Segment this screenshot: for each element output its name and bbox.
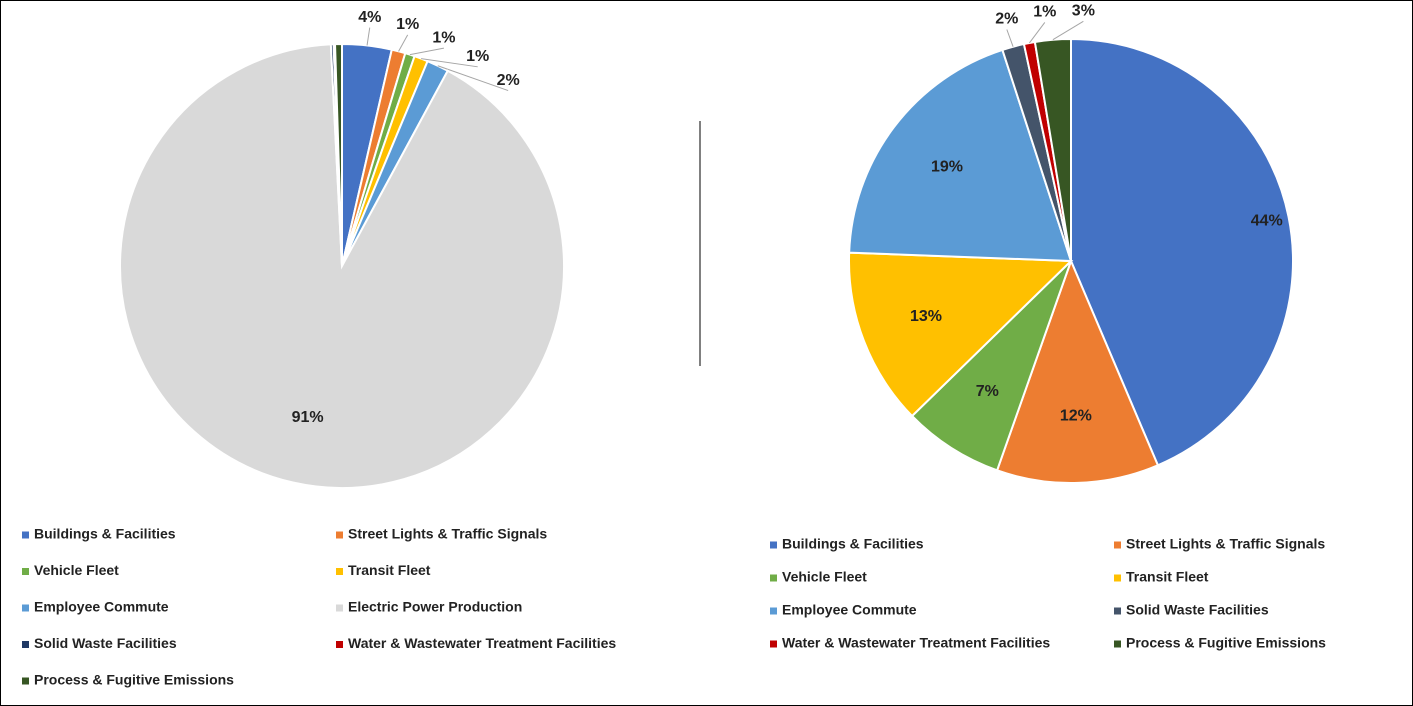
leader-line (421, 58, 478, 68)
legend-swatch (22, 568, 29, 575)
leader-line (437, 65, 509, 92)
data-label: 13% (910, 308, 942, 325)
data-label: 12% (1060, 408, 1092, 425)
pie-slice (119, 43, 565, 489)
data-label: 7% (976, 383, 999, 400)
data-label: 2% (995, 11, 1018, 28)
legend-swatch (22, 641, 29, 648)
leader-line (398, 34, 409, 52)
pie-slice (848, 48, 1073, 263)
data-label: 1% (466, 48, 489, 65)
data-label: 1% (396, 16, 419, 33)
legend-label: Solid Waste Facilities (1126, 602, 1269, 618)
legend-swatch (770, 541, 777, 549)
leader-line (409, 47, 445, 56)
legend-label: Transit Fleet (1126, 569, 1209, 585)
data-label: 44% (1251, 212, 1283, 229)
legend-label: Electric Power Production (348, 599, 522, 615)
legend-label: Water & Wastewater Treatment Facilities (782, 635, 1050, 651)
pie-slice (1033, 37, 1072, 262)
legend-label: Process & Fugitive Emissions (34, 672, 234, 688)
legend-swatch (1114, 541, 1121, 549)
legend-label: Vehicle Fleet (34, 562, 119, 578)
legend-swatch (22, 531, 29, 539)
leader-line (366, 27, 371, 46)
legend-swatch (336, 568, 343, 575)
leader-line (1052, 20, 1084, 41)
leader-line (1029, 22, 1046, 44)
data-label: 2% (497, 72, 520, 89)
legend-swatch (336, 531, 343, 539)
pie-slice (333, 42, 343, 267)
legend-swatch (770, 640, 777, 648)
legend-swatch (336, 604, 343, 612)
legend-label: Street Lights & Traffic Signals (348, 526, 547, 542)
legend-label: Water & Wastewater Treatment Facilities (348, 635, 616, 651)
legend-swatch (1114, 607, 1121, 615)
legend-label: Buildings & Facilities (782, 536, 924, 552)
legend-swatch (770, 574, 777, 582)
data-label: 19% (931, 159, 963, 176)
data-label: 3% (1072, 3, 1095, 20)
legend-swatch (336, 641, 343, 648)
pie-slice (995, 258, 1160, 484)
legend-label: Transit Fleet (348, 562, 431, 578)
data-label: 4% (358, 9, 381, 26)
legend-swatch (770, 607, 777, 615)
legend-label: Employee Commute (782, 602, 917, 618)
data-label: 1% (432, 29, 455, 46)
legend-label: Buildings & Facilities (34, 526, 176, 542)
legend-swatch (1114, 574, 1121, 582)
legend-label: Employee Commute (34, 599, 169, 615)
leader-line (1006, 29, 1014, 47)
legend-swatch (1114, 640, 1121, 648)
legend-label: Process & Fugitive Emissions (1126, 635, 1326, 651)
legend-label: Solid Waste Facilities (34, 635, 177, 651)
legend-swatch (22, 604, 29, 612)
data-label: 91% (292, 409, 324, 426)
pie-slice (1070, 37, 1295, 467)
legend-label: Street Lights & Traffic Signals (1126, 536, 1325, 552)
legend-label: Vehicle Fleet (782, 569, 867, 585)
data-label: 1% (1033, 4, 1056, 21)
legend-swatch (22, 677, 29, 685)
pie-slice (910, 260, 1072, 472)
pie-slice (848, 251, 1074, 418)
